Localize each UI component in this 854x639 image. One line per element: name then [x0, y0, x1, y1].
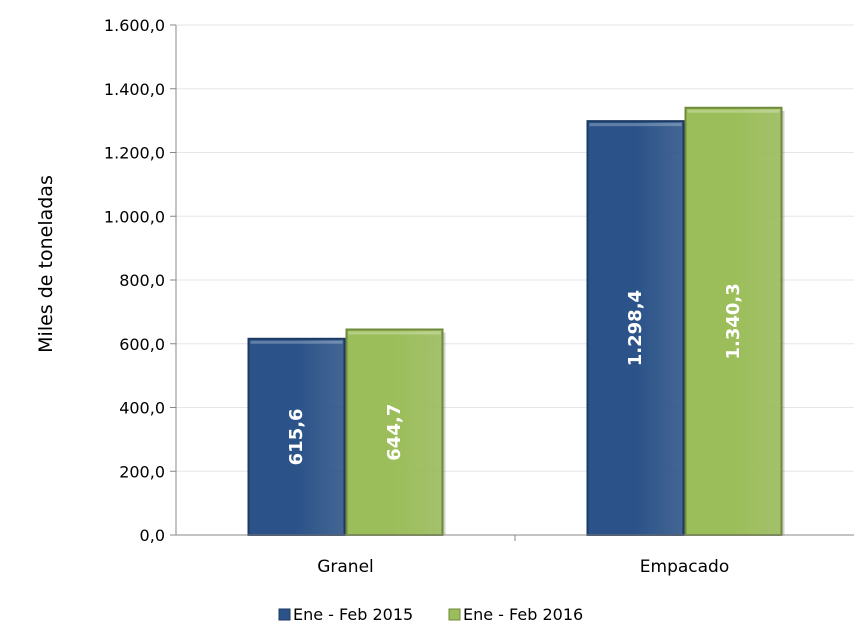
legend-label: Ene - Feb 2015	[293, 605, 413, 624]
bar-highlight	[348, 331, 441, 335]
bar-value-label: 1.298,4	[625, 290, 646, 366]
legend: Ene - Feb 2015 Ene - Feb 2016	[278, 605, 583, 624]
x-tick-label: Granel	[317, 557, 374, 577]
y-tick-label: 0,0	[140, 526, 165, 545]
y-tick-label: 1.400,0	[104, 80, 165, 99]
y-tick-label: 1.600,0	[104, 16, 165, 35]
legend-swatch	[448, 608, 461, 621]
bars: 615,6 644,7 1.298,4 1.340,3	[247, 106, 785, 536]
bar-highlight	[250, 340, 343, 344]
bar	[345, 328, 444, 536]
legend-label: Ene - Feb 2016	[463, 605, 583, 624]
x-tick-label: Empacado	[640, 557, 729, 577]
bar-highlight	[687, 109, 780, 113]
y-tick-label: 400,0	[119, 399, 165, 418]
y-axis: 0,0 200,0 400,0 600,0 800,0 1.000,0 1.200,0 1.4…	[104, 16, 177, 545]
y-tick-label: 1.200,0	[104, 144, 165, 163]
bar-highlight	[589, 123, 682, 127]
bar-value-label: 1.340,3	[723, 283, 744, 359]
y-tick-label: 1.000,0	[104, 207, 165, 226]
y-axis-title: Miles de toneladas	[35, 175, 57, 353]
bar	[586, 120, 685, 536]
bar	[684, 106, 783, 536]
x-axis: Granel Empacado	[176, 534, 854, 577]
bar-value-label: 615,6	[286, 408, 307, 465]
y-tick-label: 200,0	[119, 462, 165, 481]
y-tick-label: 600,0	[119, 335, 165, 354]
bar-value-label: 644,7	[384, 404, 405, 461]
bar	[247, 337, 346, 536]
y-tick-label: 800,0	[119, 271, 165, 290]
legend-swatch	[278, 608, 291, 621]
